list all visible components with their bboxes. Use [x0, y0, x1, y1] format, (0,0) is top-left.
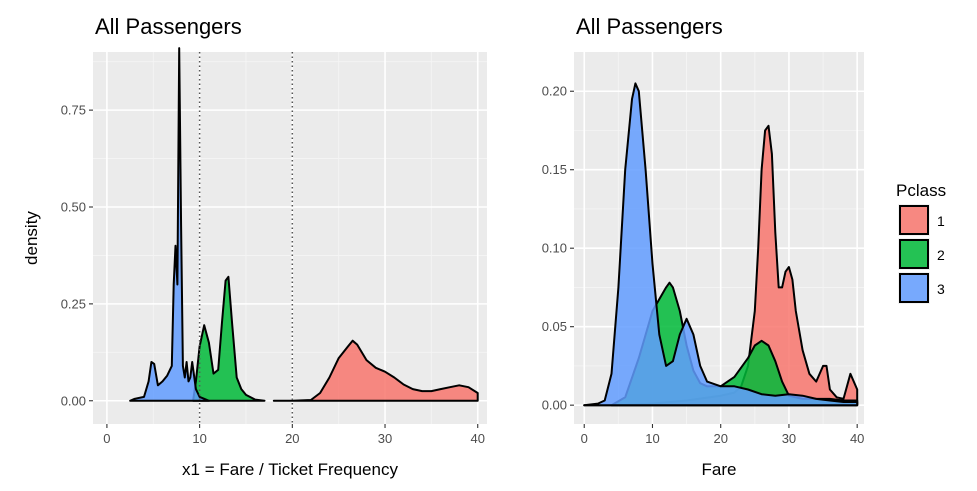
chart-panel-2: 0 10 20 30 40 0.00 0.05 0.10 0.15 0.20 All Passeng… — [542, 14, 865, 479]
chart-title: All Passengers — [576, 14, 723, 39]
x-tick-label: 40 — [850, 431, 864, 446]
density-area-pclass-2 — [192, 275, 266, 402]
x-tick-label: 30 — [782, 431, 796, 446]
legend-swatch-2 — [899, 239, 929, 269]
x-tick-label: 10 — [192, 431, 206, 446]
chart-panel-1: 0 10 20 30 40 0.00 0.25 0.50 0.75 All Passengers x… — [22, 14, 487, 479]
y-tick-label: 0.15 — [542, 162, 567, 177]
legend-label-1: 1 — [937, 213, 945, 229]
y-tick-label: 0.00 — [61, 393, 86, 408]
x-axis-label: Fare — [702, 460, 737, 479]
y-tick-label: 0.00 — [542, 398, 567, 413]
y-tick-label: 0.20 — [542, 84, 567, 99]
x-tick-label: 10 — [645, 431, 659, 446]
legend-title: Pclass — [896, 181, 946, 200]
y-tick-label: 0.05 — [542, 319, 567, 334]
legend-label-3: 3 — [937, 281, 945, 297]
legend: Pclass 1 2 3 — [896, 181, 946, 304]
x-tick-label: 0 — [581, 431, 588, 446]
x-tick-label: 40 — [470, 431, 484, 446]
plot-background — [93, 52, 487, 424]
x-tick-label: 20 — [713, 431, 727, 446]
x-axis-label: x1 = Fare / Ticket Frequency — [182, 460, 398, 479]
legend-swatch-3 — [899, 273, 929, 303]
legend-label-2: 2 — [937, 247, 945, 263]
density-area-pclass-1 — [272, 339, 479, 402]
y-tick-label: 0.10 — [542, 241, 567, 256]
y-tick-label: 0.50 — [61, 200, 86, 215]
density-area-pclass-3 — [129, 47, 210, 402]
x-tick-label: 0 — [103, 431, 110, 446]
y-tick-label: 0.75 — [61, 103, 86, 118]
chart-title: All Passengers — [95, 14, 242, 39]
y-tick-label: 0.25 — [61, 296, 86, 311]
x-tick-label: 30 — [378, 431, 392, 446]
density-area-pclass-3 — [583, 82, 859, 407]
legend-swatch-1 — [899, 205, 929, 235]
y-axis-label: density — [22, 211, 41, 265]
x-tick-label: 20 — [285, 431, 299, 446]
